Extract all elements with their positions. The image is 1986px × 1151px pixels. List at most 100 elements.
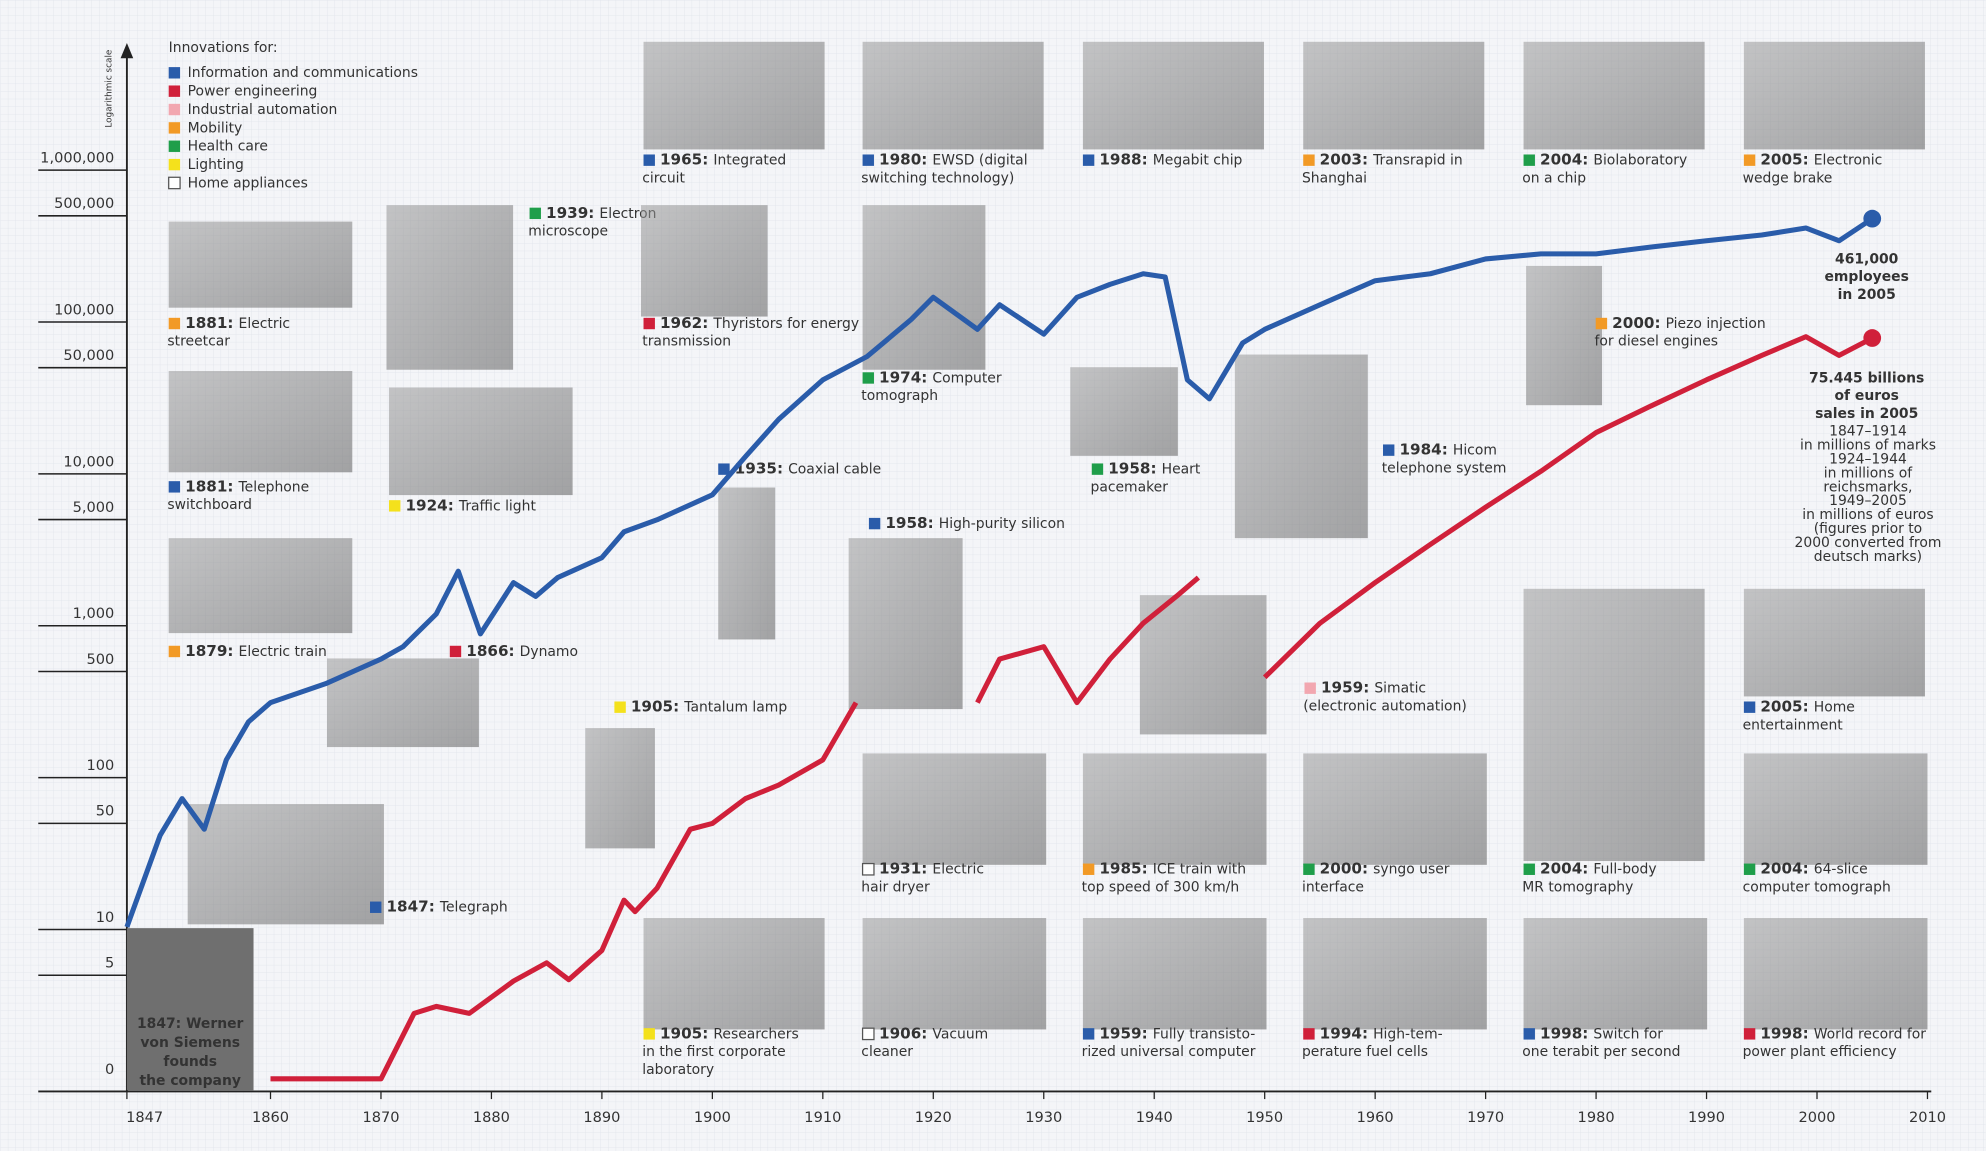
annotation: 1924–1944 <box>1829 451 1907 467</box>
image-placeholder <box>1082 41 1264 150</box>
innovation-text: Researchers <box>713 1026 798 1042</box>
innovation-year: 1906: <box>879 1024 927 1042</box>
innovation-text: 64-slice <box>1814 862 1868 878</box>
innovation-text: tomograph <box>861 388 938 404</box>
image-placeholder <box>386 205 514 370</box>
innovation-text: (electronic automation) <box>1303 698 1467 714</box>
innovation-year: 1958: <box>885 514 933 532</box>
innovation-year: 2000: <box>1612 314 1660 332</box>
founder-text: 1847: Werner <box>137 1016 244 1032</box>
image-placeholder <box>1070 367 1178 456</box>
annotation: reichsmarks, <box>1823 479 1912 495</box>
innovation-label: 1905: Tantalum lamp <box>631 698 787 716</box>
innovation-text: High-tem- <box>1373 1026 1443 1042</box>
image-placeholder <box>1082 753 1267 865</box>
image-placeholder <box>389 387 573 496</box>
innovation-text: World record for <box>1814 1026 1927 1042</box>
innovation-text: Full-body <box>1593 862 1656 878</box>
innovation-text: Thyristors for energy <box>712 316 859 332</box>
innovation-label: 2000: syngo user <box>1320 860 1450 878</box>
innovation-label: 1866: Dynamo <box>466 642 578 660</box>
innovation-label: 1924: Traffic light <box>405 496 536 514</box>
innovation-text: EWSD (digital <box>932 153 1027 169</box>
innovation-year: 1988: <box>1099 151 1147 169</box>
category-marker <box>1303 863 1315 875</box>
category-marker <box>389 500 401 512</box>
image-placeholder <box>1234 354 1368 539</box>
image-placeholder <box>1743 588 1925 697</box>
category-marker <box>168 481 181 493</box>
image-placeholder <box>643 41 825 150</box>
image-placeholder <box>1743 41 1925 150</box>
y-tick-label: 1,000 <box>73 605 115 622</box>
category-marker <box>861 862 875 876</box>
y-tick-label: 50 <box>96 803 115 820</box>
category-marker <box>862 154 874 166</box>
innovation-text: telephone system <box>1382 460 1507 476</box>
legend-label: Health care <box>188 139 268 155</box>
innovation-label: 2005: Home <box>1760 698 1854 716</box>
category-marker <box>1743 1028 1756 1040</box>
y-tick-label: 5,000 <box>73 499 115 516</box>
innovation-label: 1905: Researchers <box>660 1024 799 1042</box>
innovation-text: circuit <box>642 170 685 186</box>
innovation-text: Biolaboratory <box>1593 153 1687 169</box>
innovation-label: 1935: Coaxial cable <box>735 460 881 478</box>
category-marker <box>1523 863 1535 875</box>
innovation-year: 2004: <box>1760 860 1808 878</box>
data-line <box>270 334 1874 1082</box>
innovation-label: 1906: Vacuum <box>879 1024 988 1042</box>
innovation-label: 2004: Full-body <box>1540 860 1657 878</box>
innovation-label: 1959: Simatic <box>1321 679 1426 697</box>
innovation-text: syngo user <box>1373 862 1450 878</box>
innovation-label: 1931: Electric <box>879 860 984 878</box>
innovation-text: Hicom <box>1453 443 1497 459</box>
innovation-text: transmission <box>642 334 731 350</box>
innovation-text: computer tomograph <box>1743 879 1891 895</box>
innovation-year: 1924: <box>405 496 453 514</box>
legend-label: Mobility <box>188 120 243 136</box>
innovation-text: Shanghai <box>1302 170 1367 186</box>
category-marker <box>643 317 655 330</box>
innovation-year: 1939: <box>546 204 594 222</box>
image-placeholder <box>848 538 963 710</box>
category-marker <box>1091 463 1104 475</box>
annotation: in millions of euros <box>1802 507 1933 523</box>
x-tick-label: 1880 <box>473 1109 510 1126</box>
innovation-text: top speed of 300 km/h <box>1082 879 1240 895</box>
image-placeholder <box>862 753 1047 865</box>
category-marker <box>168 317 181 330</box>
innovation-text: High-purity silicon <box>939 516 1065 532</box>
innovation-label: 2005: Electronic <box>1760 151 1882 169</box>
category-marker <box>1523 154 1535 166</box>
category-marker <box>1743 701 1756 713</box>
innovation-year: 2005: <box>1760 698 1808 716</box>
legend-label: Home appliances <box>188 175 308 191</box>
innovation-label: 1847: Telegraph <box>386 898 507 916</box>
image-placeholder <box>1523 588 1705 862</box>
innovation-year: 1994: <box>1320 1024 1368 1042</box>
annotation: in millions of marks <box>1800 438 1936 454</box>
category-marker <box>718 463 730 475</box>
innovation-text: interface <box>1302 879 1364 895</box>
innovation-text: Simatic <box>1374 681 1426 697</box>
innovation-label: 1881: Telephone <box>185 477 309 495</box>
category-marker <box>370 901 382 913</box>
innovation-label: 1939: Electron <box>546 204 656 222</box>
innovation-text: power plant efficiency <box>1743 1044 1897 1060</box>
image-placeholder <box>640 205 768 317</box>
innovation-year: 1985: <box>1099 860 1147 878</box>
innovation-text: Computer <box>932 370 1001 386</box>
innovation-label: 1974: Computer <box>879 368 1002 386</box>
image-placeholder <box>1523 41 1705 150</box>
innovation-text: perature fuel cells <box>1302 1044 1428 1060</box>
innovation-label: 1879: Electric train <box>185 642 327 660</box>
annotation: employees <box>1824 269 1908 285</box>
legend-label: Power engineering <box>188 84 318 100</box>
innovation-text: Megabit chip <box>1153 153 1243 169</box>
innovation-text: switching technology) <box>861 170 1014 186</box>
innovation-text: hair dryer <box>861 879 930 895</box>
innovation-year: 1881: <box>185 314 233 332</box>
y-axis-label: Logarithmic scale <box>105 50 115 128</box>
